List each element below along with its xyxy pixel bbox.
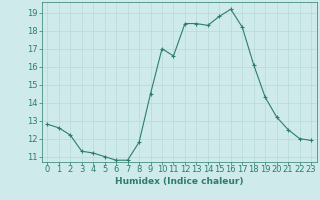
X-axis label: Humidex (Indice chaleur): Humidex (Indice chaleur) <box>115 177 244 186</box>
